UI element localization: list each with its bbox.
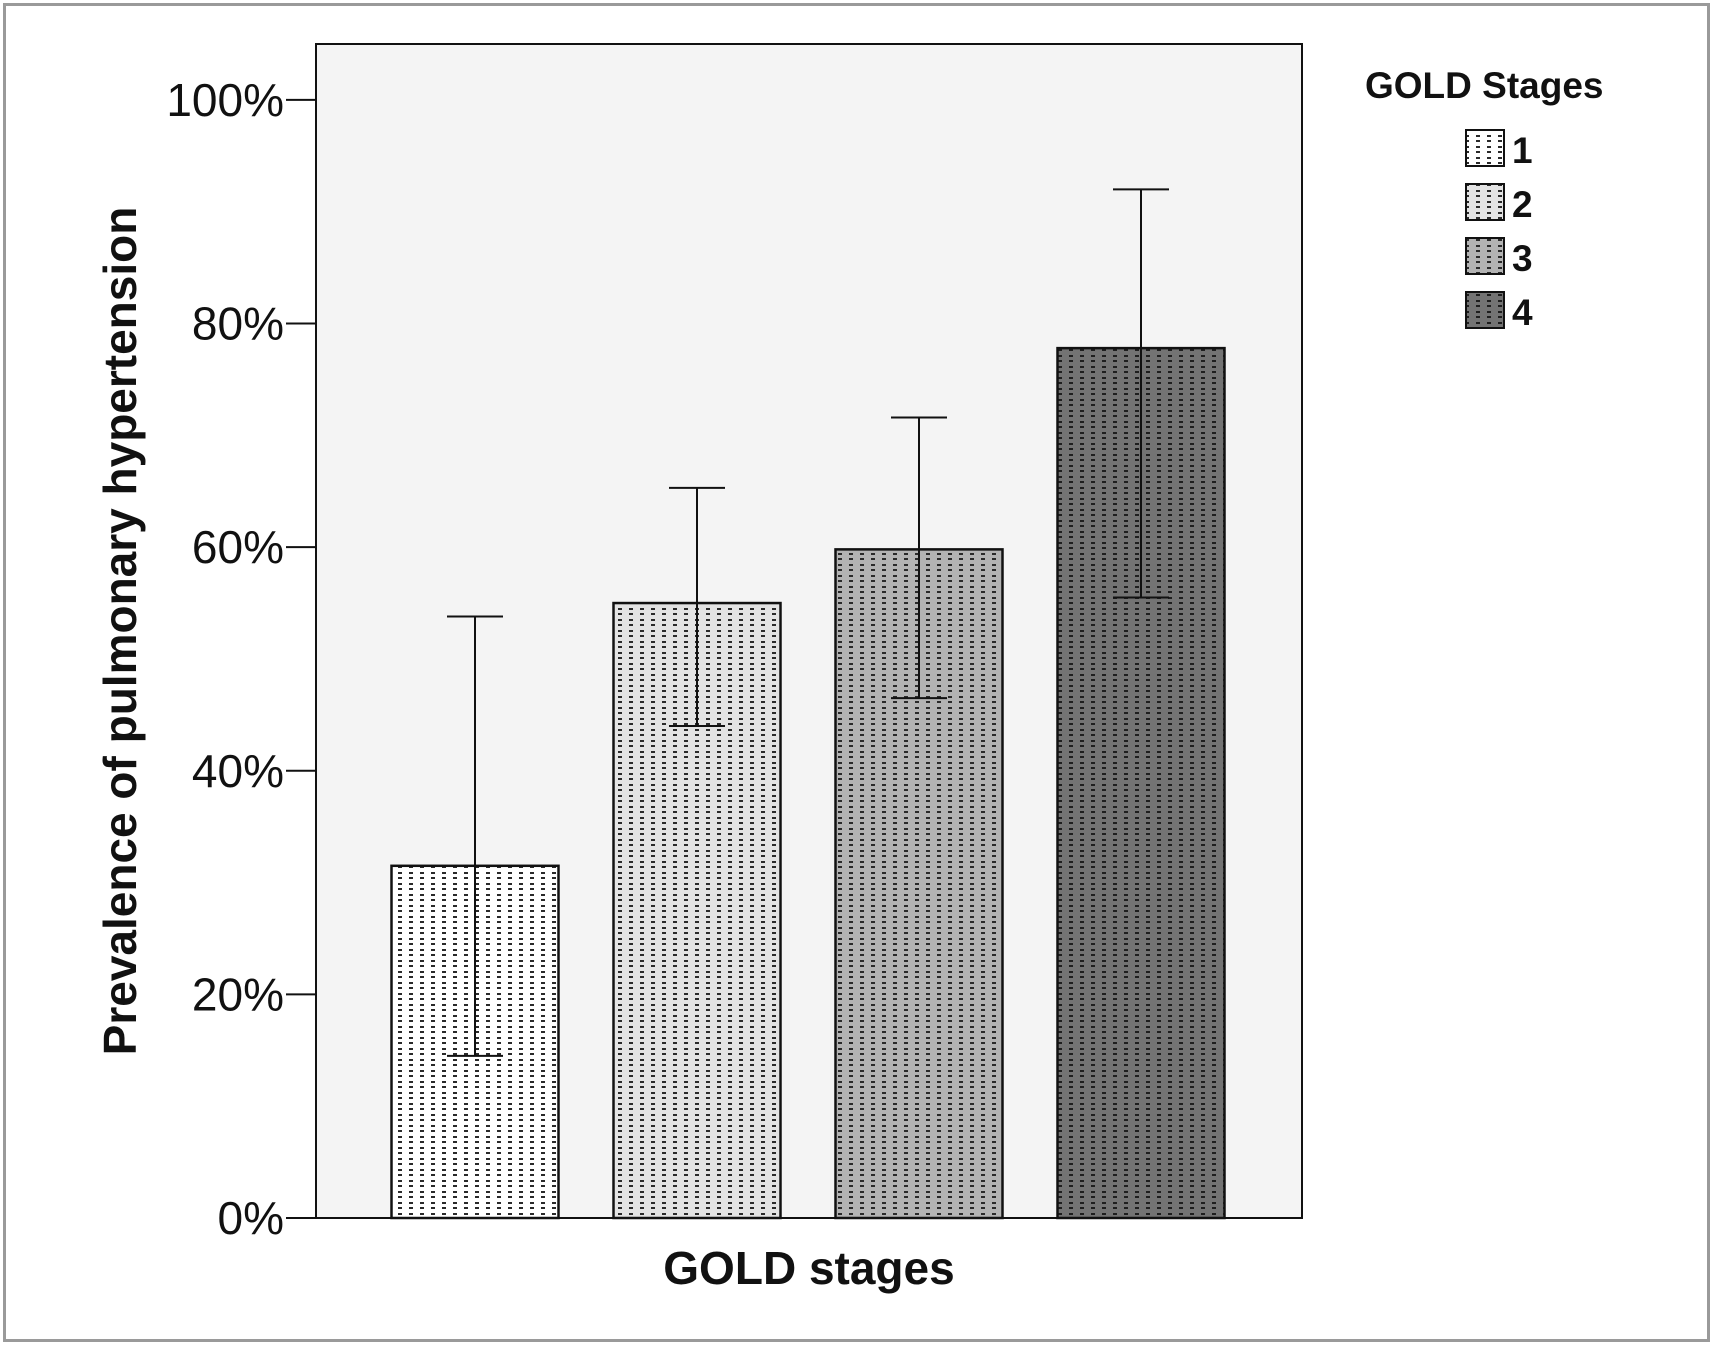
legend-title: GOLD Stages (1365, 65, 1604, 106)
y-tick-label: 0% (218, 1192, 284, 1244)
legend-label-3: 3 (1512, 238, 1533, 279)
y-tick-label: 40% (192, 745, 284, 797)
legend-label-2: 2 (1512, 184, 1533, 225)
y-tick-label: 60% (192, 521, 284, 573)
error-bars (447, 188, 1169, 1057)
x-axis-title: GOLD stages (663, 1242, 954, 1294)
legend-label-1: 1 (1512, 130, 1533, 171)
legend-swatch-1 (1465, 129, 1505, 167)
y-axis-title: Prevalence of pulmonary hypertension (94, 207, 146, 1056)
legend-swatch-2 (1465, 183, 1505, 221)
legend-swatch-4 (1465, 291, 1505, 329)
y-tick-label: 80% (192, 298, 284, 350)
legend-swatch-3 (1465, 237, 1505, 275)
y-tick-label: 20% (192, 968, 284, 1020)
legend-label-4: 4 (1512, 292, 1533, 333)
legend: GOLD Stages 1 2 3 4 (1365, 65, 1604, 333)
y-tick-label: 100% (166, 74, 284, 126)
y-axis: 0% 20% 40% 60% 80% 100% (166, 74, 316, 1244)
